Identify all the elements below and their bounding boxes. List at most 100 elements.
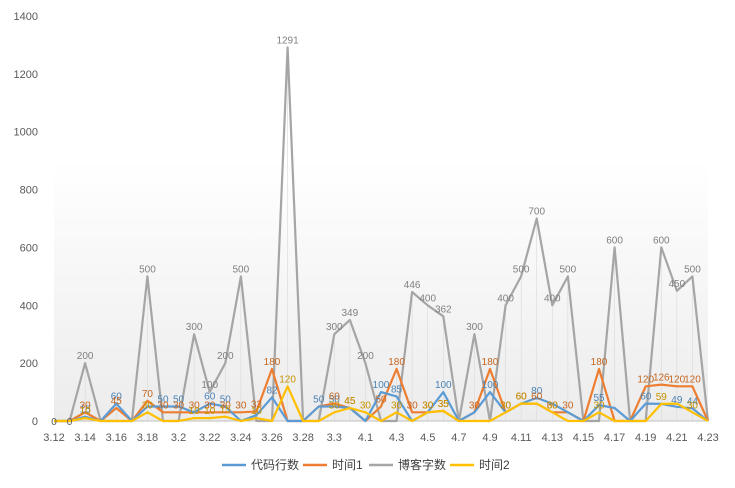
data-label: 446	[404, 280, 421, 291]
legend-label: 博客字数	[398, 457, 446, 472]
data-label: 300	[326, 322, 343, 333]
data-label: 50	[157, 395, 169, 406]
y-tick-label: 1200	[14, 69, 38, 81]
x-tick-label: 4.23	[697, 432, 718, 444]
data-label: 30	[142, 400, 154, 411]
x-tick-label: 4.11	[511, 432, 532, 444]
legend-item: 代码行数	[222, 457, 299, 472]
data-label: 120	[669, 374, 686, 385]
data-label: 45	[344, 396, 356, 407]
data-label: 33	[251, 399, 263, 410]
data-label: 300	[186, 322, 203, 333]
data-label: 30	[173, 400, 185, 411]
data-label: 10	[251, 406, 263, 417]
data-label: 50	[329, 395, 341, 406]
data-label: 30	[391, 400, 403, 411]
data-label: 180	[482, 357, 499, 368]
data-label: 55	[593, 393, 605, 404]
data-label: 180	[388, 357, 405, 368]
data-label: 600	[606, 235, 623, 246]
data-label: 362	[435, 304, 452, 315]
x-tick-label: 3.16	[106, 432, 127, 444]
data-label: 30	[562, 400, 574, 411]
data-label: 30	[547, 400, 559, 411]
data-label: 30	[157, 400, 169, 411]
data-label: 30	[469, 400, 481, 411]
y-axis: 0 200 400 600 800 1000 1200 1400	[14, 11, 38, 428]
data-label: 180	[264, 357, 281, 368]
x-tick-label: 3.3	[327, 432, 342, 444]
data-label: 15	[220, 405, 232, 416]
data-label: 59	[656, 392, 668, 403]
legend: 代码行数 时间1 博客字数 时间2	[222, 457, 510, 472]
data-label: 400	[419, 293, 436, 304]
data-label: 60	[111, 392, 123, 403]
data-label: 500	[560, 264, 577, 275]
data-label: 82	[266, 385, 278, 396]
data-label: 30	[422, 400, 434, 411]
data-label: 349	[342, 308, 359, 319]
data-label: 45	[344, 396, 356, 407]
data-label: 30	[422, 400, 434, 411]
x-tick-label: 4.17	[604, 432, 625, 444]
data-label: 100	[201, 380, 218, 391]
x-tick-label: 3.12	[43, 432, 64, 444]
data-label: 80	[531, 386, 543, 397]
data-label: 50	[173, 395, 185, 406]
x-tick-label: 3.24	[230, 432, 251, 444]
data-label: 70	[142, 389, 154, 400]
legend-label: 时间2	[479, 458, 510, 472]
x-tick-label: 3.14	[74, 432, 95, 444]
data-label: 500	[233, 264, 250, 275]
x-tick-label: 3.26	[261, 432, 282, 444]
legend-label: 代码行数	[251, 457, 299, 472]
data-label: 180	[591, 357, 608, 368]
data-label: 45	[111, 396, 123, 407]
data-label: 60	[640, 392, 652, 403]
data-label: 30	[360, 400, 372, 411]
data-label: 49	[671, 395, 683, 406]
data-label: 60	[516, 392, 528, 403]
data-label: 30	[593, 400, 605, 411]
data-label: 200	[217, 351, 234, 362]
data-label: 60	[531, 392, 543, 403]
data-label: 400	[497, 293, 514, 304]
legend-label: 时间1	[332, 458, 363, 472]
x-tick-label: 4.1	[358, 432, 373, 444]
x-tick-label: 3.18	[137, 432, 158, 444]
series-line	[54, 391, 709, 423]
x-tick-label: 4.7	[451, 432, 466, 444]
data-label: 30	[220, 400, 232, 411]
y-tick-label: 600	[20, 242, 38, 254]
x-tick-label: 4.3	[389, 432, 404, 444]
data-label: 400	[544, 293, 561, 304]
x-tick-label: 4.19	[635, 432, 656, 444]
legend-item: 博客字数	[369, 457, 446, 472]
legend-item: 时间1	[303, 458, 363, 472]
x-tick-label: 4.9	[482, 432, 497, 444]
data-label: 10	[80, 406, 92, 417]
data-label: 100	[482, 380, 499, 391]
y-tick-label: 1000	[14, 127, 38, 139]
data-label: 30	[329, 400, 341, 411]
y-tick-label: 200	[20, 358, 38, 370]
data-label: 700	[528, 207, 545, 218]
x-tick-label: 4.13	[542, 432, 563, 444]
x-tick-label: 4.21	[666, 432, 687, 444]
data-label: 30	[687, 400, 699, 411]
x-axis: 3.12 3.14 3.16 3.18 3.2 3.22 3.24 3.26 3.28 3.3 4.…	[43, 432, 718, 444]
data-label: 15	[80, 405, 92, 416]
data-label: 30	[80, 400, 92, 411]
data-label: 85	[391, 384, 403, 395]
data-label: 50	[220, 395, 232, 406]
data-label: 60	[516, 392, 528, 403]
data-label: 600	[653, 235, 670, 246]
series-lines	[54, 46, 710, 423]
x-tick-label: 4.5	[420, 432, 435, 444]
data-label: 450	[669, 279, 686, 290]
data-label: 30	[500, 400, 512, 411]
data-label: 0	[51, 417, 57, 428]
